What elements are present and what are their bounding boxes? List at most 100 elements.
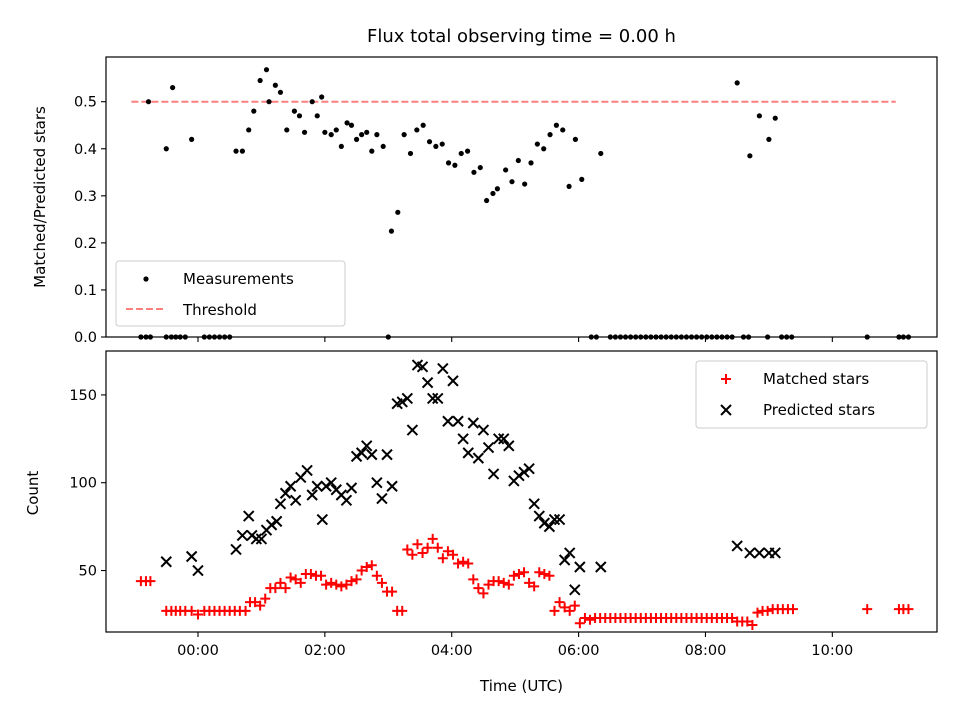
data-point	[752, 607, 763, 618]
x-tick-label: 04:00	[431, 643, 473, 659]
data-point	[548, 513, 561, 526]
data-point	[524, 577, 535, 588]
data-point	[348, 122, 355, 128]
data-point	[366, 448, 378, 461]
data-point	[306, 489, 318, 501]
data-point	[346, 576, 357, 587]
data-point	[338, 143, 344, 150]
data-point	[756, 113, 762, 119]
x-tick-label: 06:00	[558, 643, 600, 659]
data-point	[397, 605, 408, 616]
data-point	[364, 129, 370, 135]
data-point	[487, 468, 500, 480]
data-point	[747, 153, 753, 159]
data-point	[301, 464, 313, 477]
top-legend-box	[115, 260, 346, 327]
data-point	[518, 466, 530, 478]
data-point	[574, 618, 585, 629]
data-point	[564, 605, 575, 616]
data-point	[442, 546, 453, 557]
data-point	[325, 477, 337, 489]
data-point	[421, 376, 434, 389]
data-point	[270, 583, 281, 594]
data-point	[472, 452, 485, 464]
data-point	[903, 604, 914, 615]
data-point	[595, 561, 607, 573]
data-point	[766, 136, 772, 142]
data-point	[564, 547, 576, 559]
data-point	[492, 433, 505, 445]
data-point	[439, 141, 445, 147]
data-point	[401, 132, 407, 138]
data-point	[319, 94, 325, 100]
data-point	[519, 567, 530, 578]
data-point	[529, 581, 540, 592]
data-point	[544, 570, 555, 581]
data-point	[246, 127, 252, 133]
data-point	[493, 576, 504, 587]
legend-label: Matched stars	[763, 370, 869, 388]
data-point	[255, 533, 268, 545]
bottom-plot-area: 50 100 150 00:00 02:00 04:00 06:00 08:00 10:00 Ma…	[69, 350, 938, 659]
data-point	[498, 433, 510, 445]
data-point	[753, 547, 766, 559]
data-point	[145, 99, 152, 105]
data-point	[250, 597, 261, 608]
data-point	[528, 160, 534, 166]
data-point	[412, 539, 423, 550]
top-y-tick-label: 0.3	[74, 189, 97, 205]
top-y-tick-label: 0.1	[74, 283, 97, 299]
data-point	[513, 469, 525, 482]
data-point	[433, 143, 439, 150]
data-point	[280, 583, 291, 594]
data-point	[263, 67, 270, 73]
data-point	[240, 605, 251, 616]
data-point	[314, 113, 320, 119]
top-plot-area: 0.0 0.1 0.2 0.3 0.4 0.5 Measurements Threshold	[74, 56, 938, 346]
data-point	[407, 150, 414, 157]
data-point	[426, 392, 439, 405]
data-point	[772, 115, 778, 121]
data-point	[301, 129, 308, 135]
top-y-axis-label: Matched/Predicted stars	[31, 106, 49, 288]
top-y-tick-label: 0.2	[74, 236, 97, 252]
top-y-tick-label: 0.4	[74, 142, 97, 158]
data-point	[498, 577, 509, 588]
data-point	[371, 477, 383, 489]
data-point	[458, 150, 464, 157]
data-point	[426, 139, 433, 145]
data-point	[243, 510, 255, 522]
data-point	[340, 494, 353, 506]
data-point	[275, 577, 286, 588]
bottom-y-tick-label: 100	[69, 476, 97, 492]
data-point	[265, 519, 278, 531]
x-tick-label: 00:00	[177, 643, 219, 659]
data-point	[478, 588, 489, 599]
bottom-legend: Matched stars Predicted stars	[695, 360, 928, 429]
top-axes-frame	[105, 56, 938, 338]
bottom-y-tick-label: 50	[79, 564, 97, 580]
bottom-y-tick-label: 150	[69, 388, 97, 404]
data-point	[290, 574, 301, 585]
x-tick-label: 10:00	[811, 643, 853, 659]
data-point	[321, 579, 332, 590]
data-point	[473, 583, 484, 594]
bottom-series-0	[135, 533, 914, 630]
legend-label: Predicted stars	[763, 401, 875, 419]
legend-handle-plus	[721, 374, 731, 384]
data-point	[572, 136, 579, 142]
data-point	[490, 190, 496, 197]
top-series-0	[145, 67, 778, 234]
data-point	[192, 564, 204, 577]
data-point	[422, 542, 433, 553]
data-point	[445, 160, 452, 166]
data-point	[547, 132, 553, 138]
data-point	[295, 577, 306, 588]
data-point	[598, 150, 604, 157]
data-point	[483, 579, 494, 590]
data-point	[326, 577, 337, 588]
data-point	[569, 600, 580, 611]
chart-title: Flux total observing time = 0.00 h	[367, 26, 676, 47]
data-point	[285, 572, 296, 583]
bottom-marks	[135, 359, 914, 630]
